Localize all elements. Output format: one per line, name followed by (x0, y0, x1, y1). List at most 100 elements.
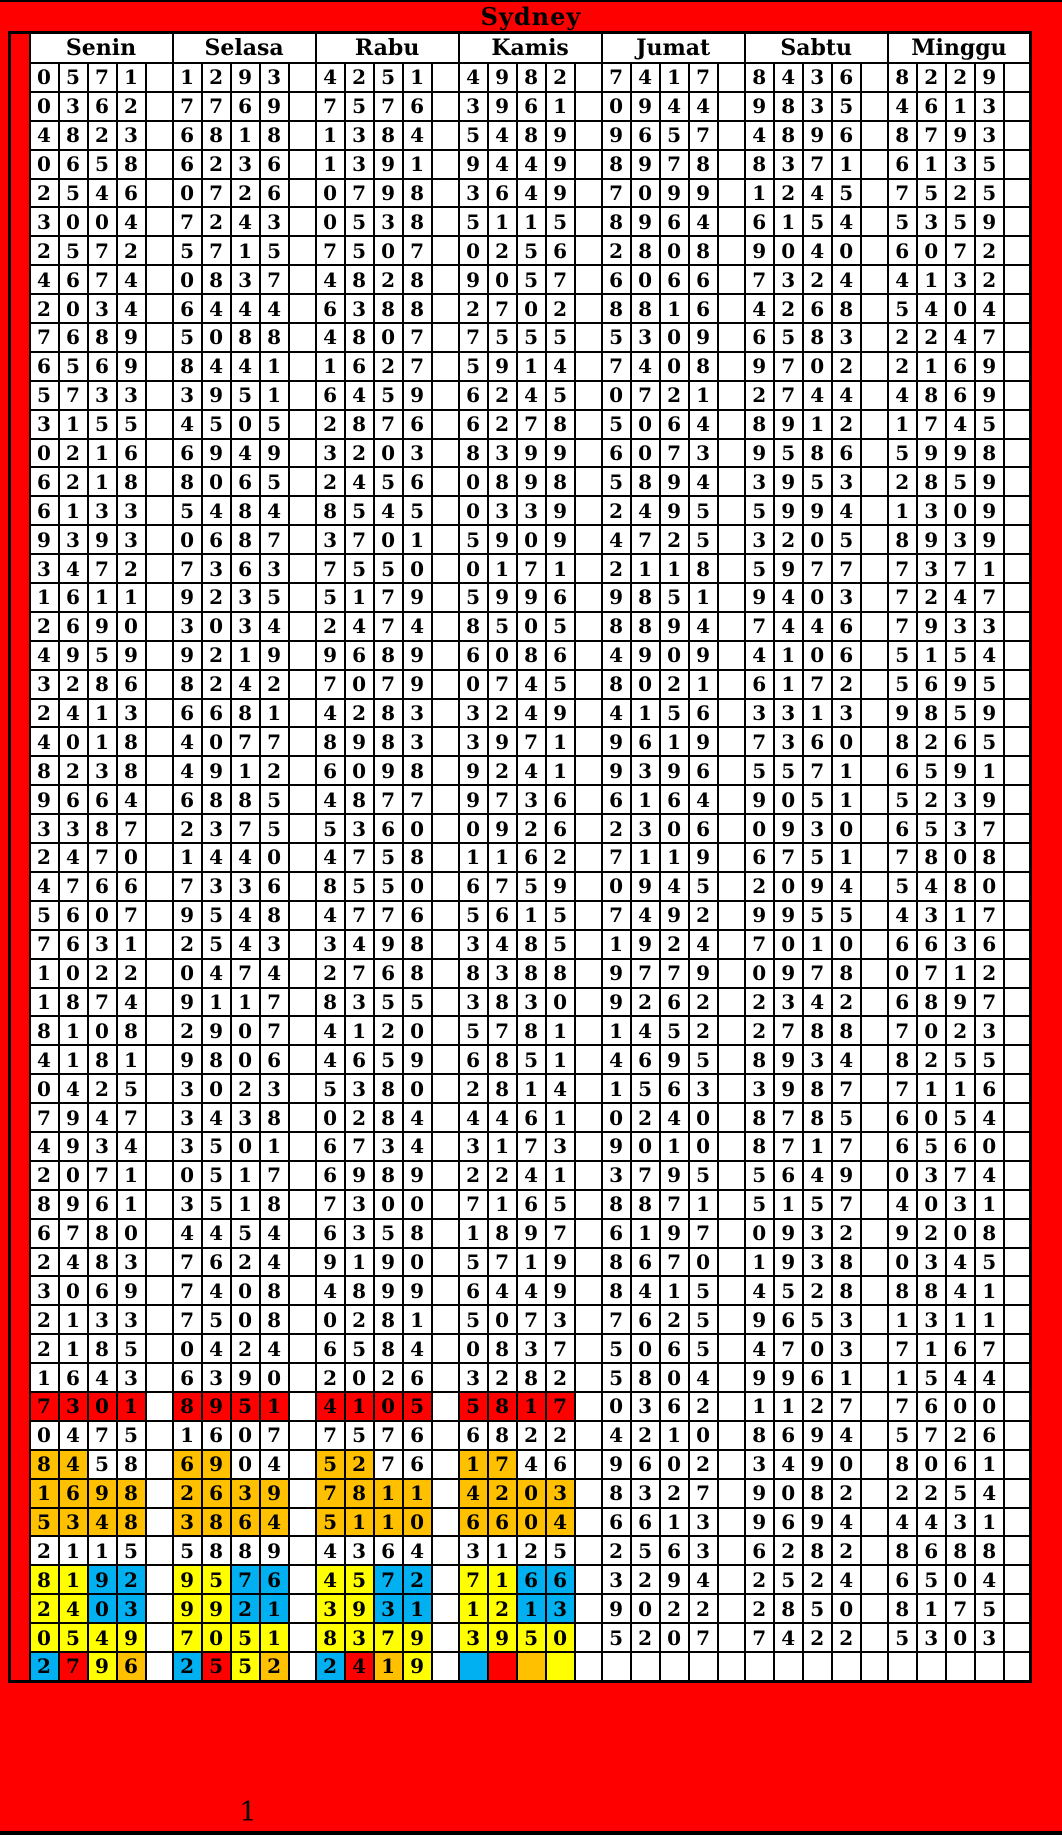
digit-cell: 3 (86, 293, 118, 325)
spacer-cell (287, 1044, 317, 1076)
digit-cell: 9 (944, 437, 976, 469)
digit-cell: 5 (457, 582, 489, 613)
digit-cell: 9 (229, 62, 261, 93)
digit-cell: 7 (457, 1564, 489, 1596)
digit-cell: 7 (86, 1419, 118, 1451)
digit-cell: 2 (486, 1362, 518, 1393)
spacer-cell (716, 1650, 746, 1683)
spacer-cell (430, 1304, 460, 1336)
digit-cell: 4 (772, 610, 804, 642)
digit-cell: 2 (343, 1102, 375, 1133)
digit-cell: 7 (886, 1015, 918, 1047)
spacer-cell (144, 784, 174, 816)
digit-cell: 8 (801, 1535, 833, 1567)
digit-cell (944, 1650, 976, 1683)
digit-cell: 1 (258, 379, 290, 411)
digit-cell: 9 (772, 1073, 804, 1105)
digit-cell: 0 (314, 206, 346, 238)
digit-cell: 3 (915, 206, 947, 238)
digit-cell: 9 (171, 1564, 203, 1596)
digit-cell: 6 (772, 1159, 804, 1191)
digit-cell: 0 (801, 582, 833, 613)
digit-cell: 1 (830, 755, 862, 787)
digit-cell: 7 (86, 842, 118, 873)
digit-cell: 4 (743, 119, 775, 151)
digit-cell: 2 (57, 755, 89, 787)
digit-cell: 8 (687, 350, 719, 382)
digit-cell: 7 (743, 928, 775, 960)
spacer-cell (573, 668, 603, 700)
digit-cell: 0 (486, 1304, 518, 1336)
digit-cell (886, 1650, 918, 1683)
digit-cell: 3 (486, 437, 518, 469)
digit-cell: 8 (973, 1217, 1005, 1249)
digit-cell: 9 (544, 1246, 576, 1278)
digit-cell: 7 (28, 928, 60, 960)
spacer-cell (716, 1448, 746, 1480)
digit-cell: 7 (28, 322, 60, 353)
spacer-cell (287, 668, 317, 700)
digit-cell: 8 (57, 119, 89, 151)
red-margin-cell (9, 207, 30, 237)
digit-cell: 6 (515, 1188, 547, 1220)
digit-cell: 5 (830, 899, 862, 931)
spacer-cell (716, 524, 746, 556)
digit-cell: 3 (115, 1304, 147, 1336)
digit-cell: 5 (915, 1130, 947, 1162)
digit-cell: 3 (544, 1593, 576, 1625)
digit-cell: 2 (258, 1650, 290, 1683)
digit-cell: 4 (457, 1477, 489, 1509)
digit-cell: 2 (28, 1535, 60, 1567)
digit-cell: 1 (401, 1477, 433, 1509)
digit-cell: 7 (171, 553, 203, 585)
digit-cell: 7 (801, 957, 833, 989)
spacer-cell (430, 1506, 460, 1538)
digit-cell: 7 (915, 408, 947, 440)
spacer-cell (144, 437, 174, 469)
spacer-cell (716, 322, 746, 353)
digit-cell: 7 (886, 1390, 918, 1422)
digit-cell: 2 (658, 928, 690, 960)
spacer-cell (1002, 1564, 1032, 1596)
spacer-cell (716, 1217, 746, 1249)
digit-cell: 6 (86, 870, 118, 902)
digit-cell: 5 (544, 899, 576, 931)
digit-cell: 8 (801, 1073, 833, 1105)
spacer-cell (573, 119, 603, 151)
spacer-cell (573, 986, 603, 1018)
digit-cell: 8 (915, 986, 947, 1018)
digit-cell: 9 (886, 697, 918, 729)
digit-cell: 0 (658, 1448, 690, 1480)
digit-cell: 1 (600, 1015, 632, 1047)
digit-cell: 5 (544, 668, 576, 700)
digit-cell: 1 (258, 697, 290, 729)
digit-cell: 3 (258, 206, 290, 238)
digit-cell: 9 (486, 90, 518, 122)
digit-cell: 6 (973, 1073, 1005, 1105)
digit-cell: 1 (658, 842, 690, 873)
digit-cell: 5 (486, 322, 518, 353)
digit-cell: 8 (830, 293, 862, 325)
digit-cell: 1 (830, 842, 862, 873)
digit-cell: 0 (28, 437, 60, 469)
digit-cell: 9 (258, 639, 290, 671)
digit-cell: 6 (314, 293, 346, 325)
digit-cell: 3 (600, 1564, 632, 1596)
digit-cell: 7 (258, 986, 290, 1018)
digit-cell: 5 (743, 1188, 775, 1220)
digit-cell: 7 (886, 582, 918, 613)
digit-cell: 3 (343, 986, 375, 1018)
digit-cell: 3 (28, 408, 60, 440)
digit-cell: 9 (772, 899, 804, 931)
red-margin-cell (9, 958, 30, 988)
digit-cell: 9 (973, 206, 1005, 238)
digit-cell: 8 (372, 1304, 404, 1336)
digit-cell: 8 (28, 1564, 60, 1596)
digit-cell: 1 (401, 524, 433, 556)
digit-cell: 2 (372, 350, 404, 382)
digit-cell: 5 (973, 668, 1005, 700)
